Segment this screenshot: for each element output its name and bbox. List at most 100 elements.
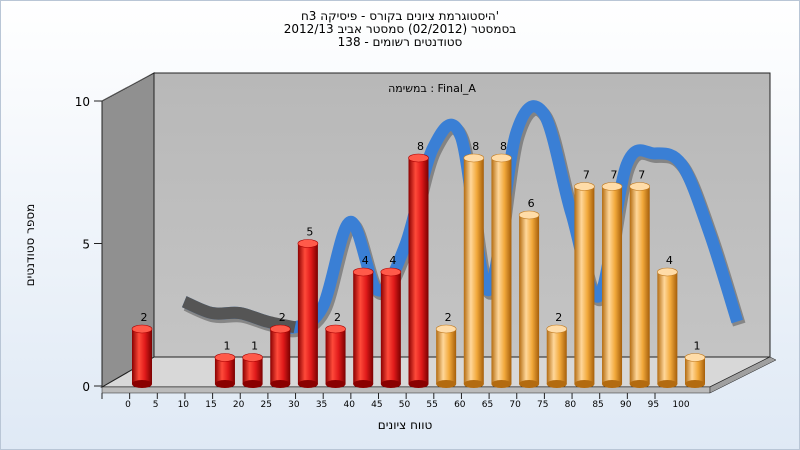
chart-floor-front [101,386,711,394]
x-tick-label: 25 [261,400,272,410]
bar-top [684,353,706,362]
bar-top [214,353,236,362]
bar-body [325,329,346,384]
bar-top [242,353,263,362]
chart-title-line3: סטודנטים רשומים - 138 [337,35,463,49]
bar-body [242,357,263,384]
chart-title-line2: בסמסטר (02/2012) סמסטר אביב 2012/13 [283,22,517,36]
x-tick-label: 5 [153,400,159,410]
x-tick-label: 60 [454,400,466,410]
bar-body [436,329,457,384]
chart-floor-side [709,356,777,394]
bar: 2 [435,311,457,388]
bar-top [408,153,429,163]
bar-body [546,329,567,384]
x-tick-label: 0 [125,400,131,410]
x-tick-label: 65 [482,400,493,410]
bar-value-label: 2 [334,311,341,324]
x-tick-label: 20 [233,400,245,410]
bars-layer: 2 1 1 2 5 2 4 4 8 2 8 8 6 2 7 7 7 4 1 [131,140,706,388]
x-axis-title: טווח ציונים [377,418,433,432]
x-tick-label: 70 [509,400,521,410]
bar-bottom [574,380,595,388]
bar-bottom [491,380,512,388]
bar-body [685,357,705,384]
bar-bottom [380,380,401,388]
bar-bottom [408,380,429,388]
bar-value-label: 4 [362,254,369,267]
bar-bottom [519,380,540,388]
bar-body [491,158,512,384]
bar: 1 [242,340,263,388]
x-tick-label: 15 [205,400,216,410]
bar: 1 [684,340,706,388]
x-tick-label: 90 [620,400,632,410]
bar-body [602,186,623,384]
bar-bottom [546,380,567,388]
bar-body [519,215,540,384]
x-tick-label: 45 [371,400,382,410]
chart-left-wall-edge [96,73,154,104]
y-tick-label: 5 [82,238,90,252]
y-axis: 0 5 10 [75,95,103,394]
bar-top [352,267,374,277]
bar: 7 [601,169,623,388]
bar-bottom [242,380,263,388]
bar-top [574,182,595,191]
bar-value-label: 2 [445,311,452,324]
bar-bottom [297,380,318,388]
chart-titles: היסטוגרמת ציונים בקורס - פיסיקה 3ח' בסמס… [0,10,800,49]
bar-bottom [132,380,152,388]
bar-value-label: 1 [694,340,701,353]
bar-value-label: 2 [555,311,562,324]
bar-top [546,324,568,334]
bar-value-label: 1 [223,340,230,353]
bar: 2 [325,311,346,388]
x-tick-label: 100 [672,400,689,410]
chart-title-line1: היסטוגרמת ציונים בקורס - פיסיקה 3ח' [300,9,500,23]
chart-subtitle: במשימה : Final_A [388,82,476,95]
y-tick-label: 0 [82,380,90,394]
bar-value-label: 8 [472,140,479,153]
bar: 5 [297,226,319,388]
bar-body [574,186,595,384]
bar-bottom [214,380,235,388]
bar-body [380,272,401,384]
bar-value-label: 1 [251,340,258,353]
bar-top [463,153,485,163]
bar-top [380,267,402,277]
bar-bottom [657,380,678,388]
bar-bottom [325,380,346,388]
bar-value-label: 2 [141,311,148,324]
bar-value-label: 2 [279,311,286,324]
bar-top [297,239,319,248]
bar-top [491,153,512,163]
bar-value-label: 7 [583,169,590,182]
bar-top [325,324,346,334]
bar-body [214,357,235,384]
y-axis-title: מספר סטודנטים [23,203,37,287]
bar: 6 [518,197,540,388]
x-tick-label: 35 [316,400,327,410]
bar-top [518,210,540,220]
bar: 1 [214,340,236,388]
bar: 2 [269,311,291,388]
bar-body [270,329,291,384]
x-tick-label: 55 [426,400,437,410]
bar-bottom [629,380,650,388]
x-tick-label: 75 [537,400,548,410]
x-tick-label: 40 [343,400,355,410]
bar: 4 [380,254,402,388]
bar: 2 [546,311,568,388]
bar-top [269,324,291,334]
bar-top [601,182,623,191]
x-axis: 0 5 10 15 20 25 30 35 40 45 50 55 60 65 70 75 80 85 90 95 10… [101,393,690,410]
x-tick-label: 10 [178,400,190,410]
bar-body [132,329,152,384]
x-tick-label: 50 [399,400,411,410]
bar: 4 [352,254,374,388]
bar-value-label: 5 [306,226,313,239]
bar-bottom [270,380,291,388]
bar-body [463,158,484,384]
